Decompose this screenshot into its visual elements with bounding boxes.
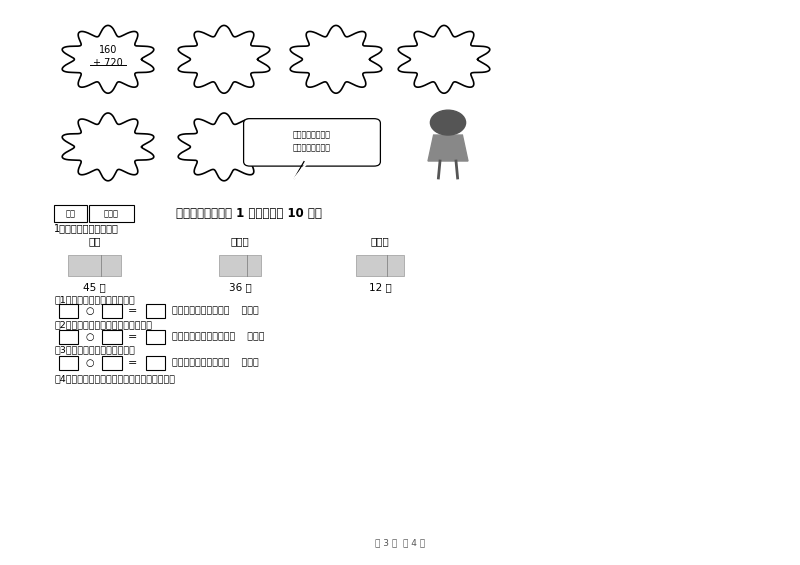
Text: 要想都写齐，可爱
好好动动脑筋呀！: 要想都写齐，可爱 好好动动脑筋呀！ — [293, 131, 331, 152]
Text: 得分: 得分 — [66, 209, 75, 218]
Text: =: = — [128, 332, 138, 342]
Text: 36 辆: 36 辆 — [229, 282, 251, 292]
Text: =: = — [128, 306, 138, 316]
Text: （3）大客车比卡车少多少辆？: （3）大客车比卡车少多少辆？ — [54, 346, 135, 355]
Text: 答：大客车比卡车少（    ）辆。: 答：大客车比卡车少（ ）辆。 — [172, 358, 258, 367]
Polygon shape — [294, 162, 308, 179]
Text: ○: ○ — [86, 358, 94, 368]
Text: ○: ○ — [86, 306, 94, 316]
Circle shape — [430, 110, 466, 135]
Polygon shape — [428, 135, 468, 161]
FancyBboxPatch shape — [356, 255, 404, 276]
Text: 大客车: 大客车 — [370, 236, 390, 246]
Text: 卡车: 卡车 — [88, 236, 101, 246]
Text: 答：面包车和大客车共（    ）辆。: 答：面包车和大客车共（ ）辆。 — [172, 332, 265, 341]
FancyBboxPatch shape — [54, 205, 87, 222]
FancyBboxPatch shape — [102, 304, 122, 318]
Text: （1）卡车比面包车多多少辆？: （1）卡车比面包车多多少辆？ — [54, 295, 135, 304]
Text: 160
+ 720: 160 + 720 — [93, 45, 123, 68]
Text: 答：卡车比面包车多（    ）辆。: 答：卡车比面包车多（ ）辆。 — [172, 306, 258, 315]
FancyBboxPatch shape — [146, 330, 165, 344]
Text: =: = — [128, 358, 138, 368]
FancyBboxPatch shape — [89, 205, 134, 222]
FancyBboxPatch shape — [59, 330, 78, 344]
FancyBboxPatch shape — [59, 304, 78, 318]
Text: 十一、附加题（共 1 大题，共计 10 分）: 十一、附加题（共 1 大题，共计 10 分） — [176, 207, 322, 220]
Text: （2）面包车和大客车一共有多少辆？: （2）面包车和大客车一共有多少辆？ — [54, 320, 152, 329]
Text: 45 辆: 45 辆 — [83, 282, 106, 292]
Text: （4）你还能提出什么数学问题并列式解答吗？: （4）你还能提出什么数学问题并列式解答吗？ — [54, 374, 175, 383]
FancyBboxPatch shape — [146, 356, 165, 370]
FancyBboxPatch shape — [102, 330, 122, 344]
Text: 第 3 页  共 4 页: 第 3 页 共 4 页 — [375, 538, 425, 547]
FancyBboxPatch shape — [68, 255, 121, 276]
Text: 1．根据图片信息解题。: 1．根据图片信息解题。 — [54, 223, 119, 233]
FancyBboxPatch shape — [146, 304, 165, 318]
FancyBboxPatch shape — [59, 356, 78, 370]
Text: 12 辆: 12 辆 — [369, 282, 391, 292]
Text: 评卷人: 评卷人 — [104, 209, 118, 218]
FancyBboxPatch shape — [102, 356, 122, 370]
FancyBboxPatch shape — [219, 255, 261, 276]
FancyBboxPatch shape — [243, 119, 381, 166]
Text: ○: ○ — [86, 332, 94, 342]
Text: 面包车: 面包车 — [230, 236, 250, 246]
